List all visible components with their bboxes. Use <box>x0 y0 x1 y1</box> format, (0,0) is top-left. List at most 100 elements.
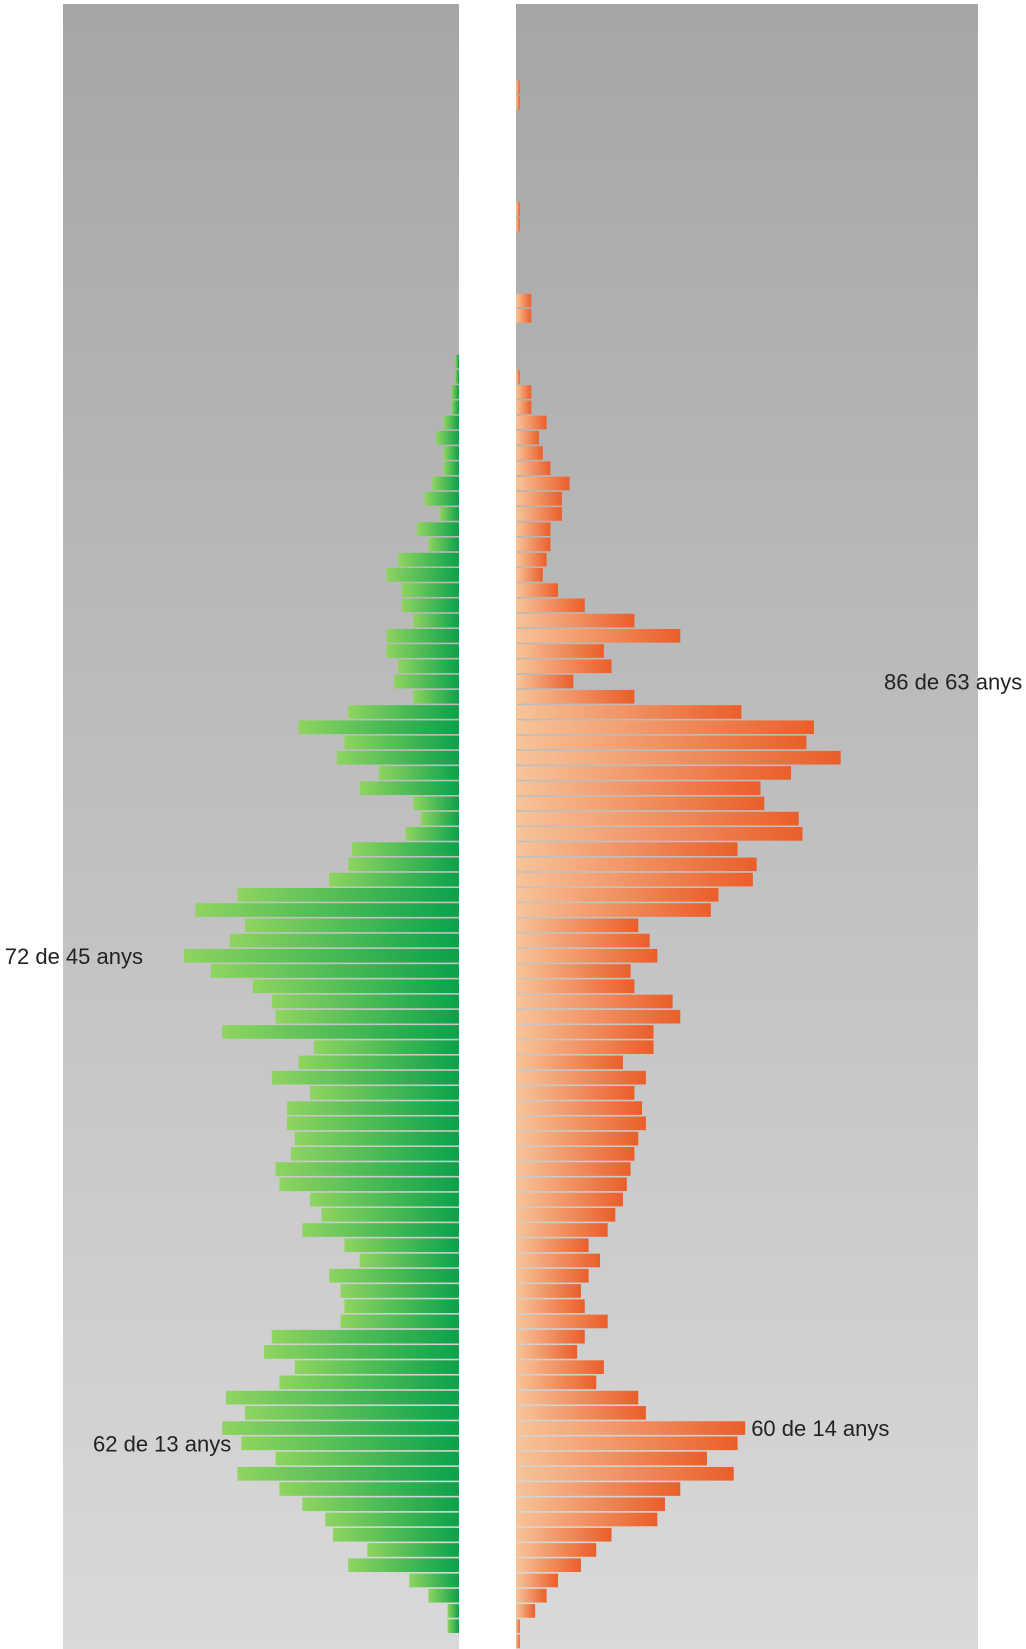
right-bar-age-17 <box>516 1375 597 1390</box>
left-bar-age-72 <box>428 537 459 552</box>
right-bar-age-66 <box>516 628 681 643</box>
right-bar-age-19 <box>516 1345 578 1359</box>
right-bar-age-76 <box>516 476 570 491</box>
right-bar-age-59 <box>516 735 807 750</box>
left-bar-age-76 <box>432 476 459 491</box>
right-bar-age-43 <box>516 979 635 994</box>
right-bar-age-42 <box>516 994 673 1009</box>
right-bar-age-82 <box>516 385 532 399</box>
left-bar-age-67 <box>413 613 459 628</box>
left-bar-age-33 <box>294 1131 459 1146</box>
right-bar-age-54 <box>516 811 799 826</box>
left-bar-age-77 <box>443 461 459 476</box>
left-panel-background <box>63 4 459 1649</box>
right-bar-age-33 <box>516 1131 639 1146</box>
left-annotation-45: 72 de 45 anys <box>5 944 143 969</box>
right-bar-age-11 <box>516 1466 734 1481</box>
left-series-bars <box>183 354 460 1633</box>
right-bar-age-77 <box>516 461 551 476</box>
right-bar-age-23 <box>516 1284 581 1298</box>
right-bar-age-49 <box>516 888 719 902</box>
right-bar-age-58 <box>516 750 841 765</box>
right-bar-age-72 <box>516 537 551 552</box>
right-bar-age-9 <box>516 1497 665 1512</box>
right-bar-age-67 <box>516 613 635 628</box>
right-bar-age-12 <box>516 1451 707 1466</box>
right-bar-age-3 <box>516 1588 547 1603</box>
left-bar-age-60 <box>298 720 459 735</box>
left-bar-age-84 <box>455 354 459 369</box>
right-bar-age-48 <box>516 903 711 917</box>
left-bar-age-44 <box>210 964 459 978</box>
right-bar-age-102 <box>516 80 520 95</box>
right-bar-age-14 <box>516 1421 746 1435</box>
left-bar-age-12 <box>275 1451 459 1466</box>
left-bar-age-40 <box>222 1025 459 1039</box>
right-bar-age-27 <box>516 1223 608 1237</box>
left-bar-age-79 <box>436 430 459 445</box>
left-bar-age-18 <box>294 1360 459 1374</box>
annotations: 62 de 13 anys 72 de 45 anys 60 de 14 anys 8… <box>5 670 1022 1457</box>
right-bar-age-79 <box>516 430 539 445</box>
right-bar-age-88 <box>516 293 532 308</box>
left-bar-age-83 <box>455 369 459 384</box>
left-bar-age-80 <box>443 415 459 430</box>
left-annotation-13: 62 de 13 anys <box>93 1431 231 1456</box>
right-bar-age-73 <box>516 522 551 536</box>
right-bar-age-45 <box>516 948 658 963</box>
right-bar-age-4 <box>516 1573 559 1588</box>
right-bar-age-71 <box>516 552 547 567</box>
right-annotation-63: 86 de 63 anys <box>884 670 1022 695</box>
left-bar-age-19 <box>264 1345 459 1359</box>
left-bar-age-26 <box>344 1238 459 1253</box>
left-bar-age-23 <box>340 1284 459 1298</box>
left-bar-age-8 <box>325 1512 459 1527</box>
left-bar-age-57 <box>378 766 459 780</box>
right-bar-age-75 <box>516 491 562 506</box>
left-bar-age-49 <box>237 888 459 902</box>
left-bar-age-56 <box>359 781 459 795</box>
left-bar-age-7 <box>332 1527 459 1542</box>
left-bar-age-69 <box>401 583 459 597</box>
right-bar-age-6 <box>516 1543 597 1557</box>
left-bar-age-78 <box>443 446 459 460</box>
left-bar-age-36 <box>310 1086 459 1100</box>
right-bar-age-52 <box>516 842 738 856</box>
left-bar-age-50 <box>329 872 459 887</box>
left-bar-age-11 <box>237 1466 459 1481</box>
left-bar-age-74 <box>439 507 459 521</box>
left-bar-age-73 <box>416 522 459 536</box>
left-bar-age-82 <box>451 385 459 399</box>
left-bar-age-13 <box>241 1436 459 1451</box>
right-bar-age-20 <box>516 1329 585 1344</box>
right-bar-age-34 <box>516 1116 646 1131</box>
left-bar-age-71 <box>397 552 459 567</box>
left-bar-age-75 <box>424 491 459 506</box>
right-bar-age-74 <box>516 507 562 521</box>
left-bar-age-63 <box>394 674 459 689</box>
right-bar-age-0 <box>516 1634 520 1649</box>
right-bar-age-7 <box>516 1527 612 1542</box>
left-bar-age-4 <box>409 1573 459 1588</box>
right-bar-age-64 <box>516 659 612 674</box>
right-bar-age-81 <box>516 400 532 415</box>
left-bar-age-43 <box>252 979 459 994</box>
right-bar-age-5 <box>516 1558 581 1573</box>
left-bar-age-58 <box>336 750 459 765</box>
right-bar-age-32 <box>516 1147 635 1161</box>
left-bar-age-35 <box>287 1101 459 1115</box>
right-bar-age-28 <box>516 1207 616 1222</box>
right-bar-age-60 <box>516 720 814 735</box>
right-bar-age-87 <box>516 309 532 323</box>
right-bar-age-35 <box>516 1101 643 1115</box>
right-bar-age-83 <box>516 369 520 384</box>
left-bar-age-38 <box>298 1055 459 1070</box>
right-bar-age-50 <box>516 872 753 887</box>
left-bar-age-34 <box>287 1116 459 1131</box>
left-bar-age-41 <box>275 1009 459 1024</box>
right-bar-age-36 <box>516 1086 635 1100</box>
right-bar-age-13 <box>516 1436 738 1451</box>
left-bar-age-54 <box>420 811 459 826</box>
right-bar-age-78 <box>516 446 543 460</box>
left-bar-age-30 <box>279 1177 459 1192</box>
